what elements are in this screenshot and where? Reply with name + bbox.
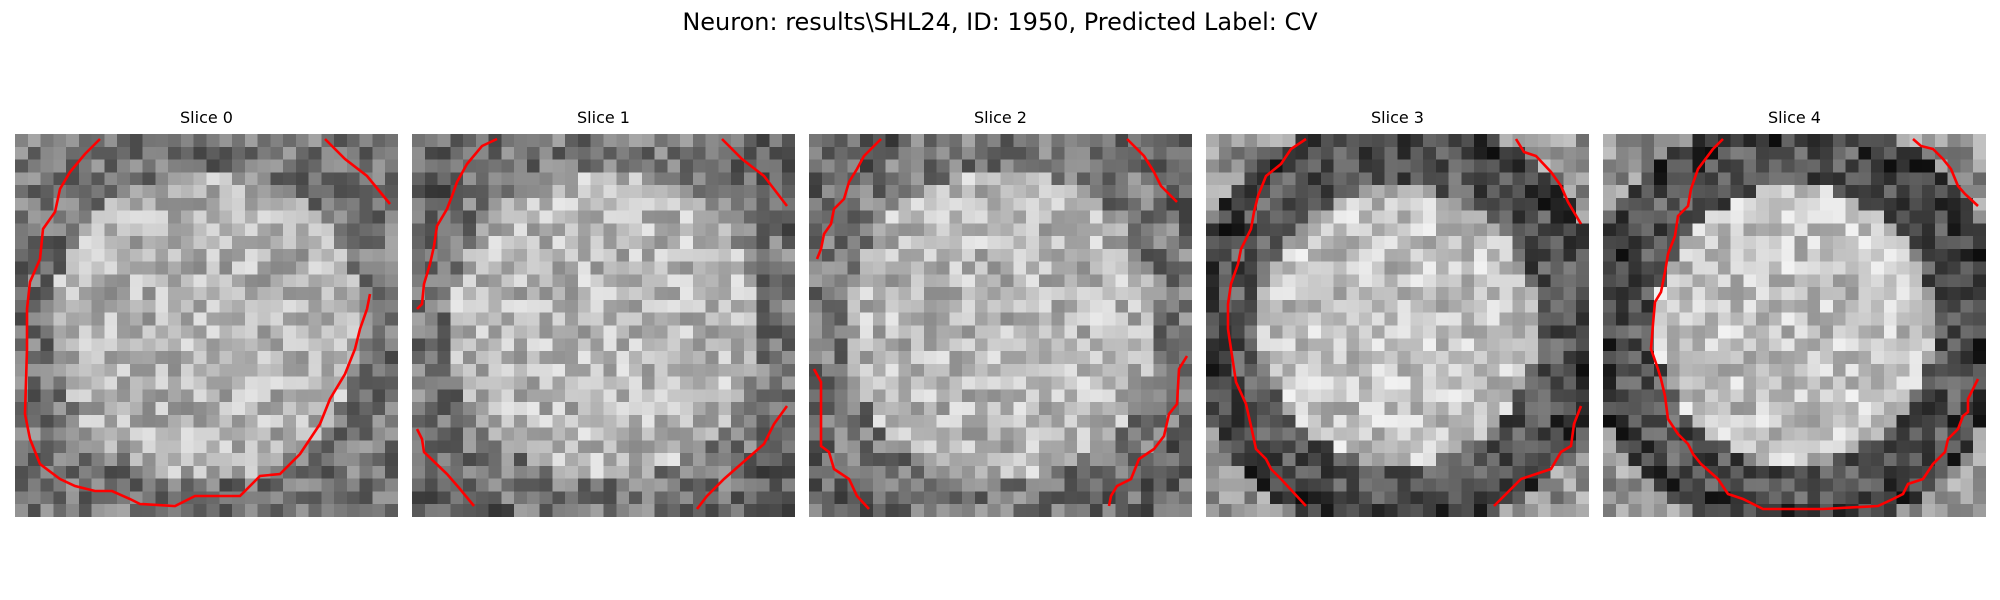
grayscale-image	[412, 134, 795, 517]
slice-title: Slice 2	[974, 108, 1027, 127]
roi-contour	[815, 138, 882, 260]
roi-contour	[1226, 137, 1307, 507]
slice-image	[1603, 134, 1986, 517]
slice-image	[1206, 134, 1589, 517]
slice-panel-4: Slice 4	[1603, 108, 1986, 517]
slice-title: Slice 4	[1768, 108, 1821, 127]
roi-contour	[324, 138, 392, 205]
roi-contour	[695, 405, 789, 510]
grayscale-image	[809, 134, 1192, 517]
slice-title: Slice 3	[1371, 108, 1424, 127]
grayscale-image	[1206, 134, 1589, 517]
slice-image	[809, 134, 1192, 517]
slice-title: Slice 1	[577, 108, 630, 127]
roi-contour	[1107, 355, 1189, 507]
roi-contour	[721, 138, 789, 207]
slice-panel-2: Slice 2	[809, 108, 1192, 517]
slice-image	[15, 134, 398, 517]
roi-contour	[23, 138, 372, 508]
roi-contour	[1514, 138, 1583, 225]
roi-contour	[1126, 138, 1178, 203]
contour-overlay	[1649, 138, 1980, 511]
roi-contour	[415, 428, 476, 507]
contour-overlay	[1226, 137, 1583, 507]
grayscale-image	[1603, 134, 1986, 517]
slice-image	[412, 134, 795, 517]
contour-overlay	[812, 138, 1189, 510]
roi-contour	[416, 137, 498, 310]
grayscale-image	[15, 134, 398, 517]
roi-contour	[1912, 138, 1979, 207]
slice-panel-0: Slice 0	[15, 108, 398, 517]
contour-overlay	[415, 137, 789, 510]
contour-overlay	[23, 138, 392, 508]
roi-contour	[812, 368, 870, 510]
roi-contour	[1493, 405, 1583, 507]
slice-panel-1: Slice 1	[412, 108, 795, 517]
figure-title: Neuron: results\SHL24, ID: 1950, Predict…	[682, 8, 1318, 36]
slice-panel-3: Slice 3	[1206, 108, 1589, 517]
slice-title: Slice 0	[180, 108, 233, 127]
roi-contour	[1649, 138, 1980, 511]
